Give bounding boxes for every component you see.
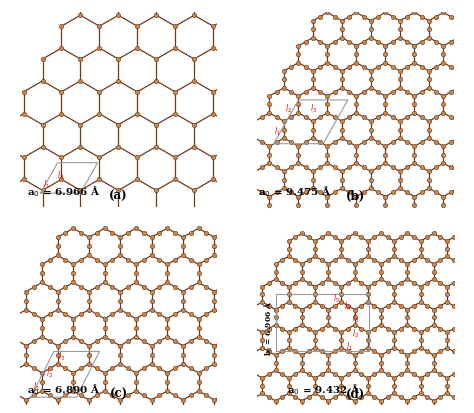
Text: $l_3$: $l_3$	[58, 350, 65, 363]
Text: $l_{1}$: $l_{1}$	[346, 341, 353, 353]
Text: $l_2$: $l_2$	[285, 102, 292, 115]
Text: $l_2$: $l_2$	[46, 367, 53, 380]
Text: a$_0$ = 9.475 Å: a$_0$ = 9.475 Å	[258, 184, 331, 199]
Text: $l_1$: $l_1$	[273, 125, 281, 138]
Text: (d): (d)	[346, 388, 365, 401]
Text: $l_{3}$: $l_{3}$	[352, 312, 359, 325]
Text: $l_3$: $l_3$	[310, 102, 317, 115]
Text: $l_2$: $l_2$	[57, 170, 64, 183]
Text: (c): (c)	[109, 388, 128, 401]
Text: b$_0$ = 6.906 Å: b$_0$ = 6.906 Å	[262, 301, 275, 356]
Text: $l_1$: $l_1$	[33, 380, 40, 393]
Text: $l_1$: $l_1$	[43, 178, 50, 191]
Text: a$_0$ = 9.432 Å: a$_0$ = 9.432 Å	[287, 382, 361, 397]
Text: $l_{2}$: $l_{2}$	[352, 327, 359, 340]
Text: $l_{4}$: $l_{4}$	[344, 301, 351, 313]
Text: $l_{5}$: $l_{5}$	[333, 293, 340, 306]
Text: a$_0$ = 6.966 Å: a$_0$ = 6.966 Å	[27, 184, 101, 199]
Text: a$_0$ = 6.890 Å: a$_0$ = 6.890 Å	[27, 382, 100, 397]
Text: (a): (a)	[109, 190, 128, 203]
Text: (b): (b)	[346, 190, 365, 203]
